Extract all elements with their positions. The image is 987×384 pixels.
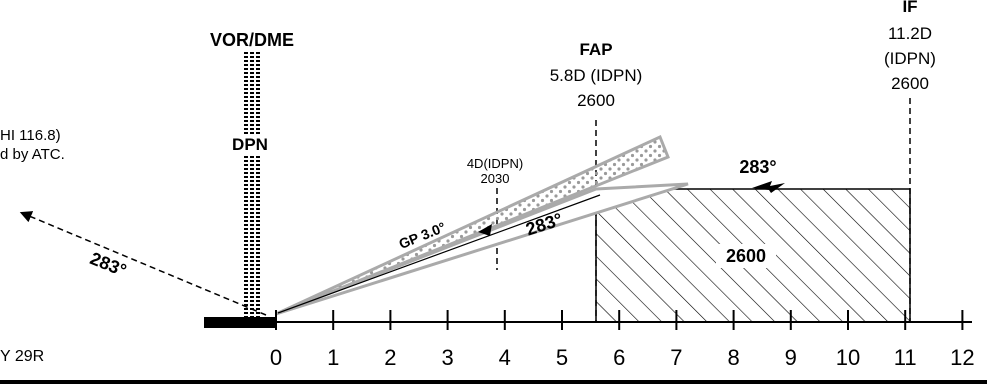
vor-ident-background bbox=[222, 134, 278, 154]
missed-approach-path bbox=[19, 211, 267, 316]
hold-altitude-label: 2600 bbox=[726, 246, 766, 266]
scale-label-5: 5 bbox=[556, 345, 568, 370]
stepdown-distance: 4D(IDPN) bbox=[467, 156, 523, 171]
runway-bar bbox=[204, 317, 276, 328]
missed-course-label: 283° bbox=[87, 248, 129, 280]
scale-label-10: 10 bbox=[836, 345, 860, 370]
distance-scale bbox=[275, 310, 964, 330]
scale-label-9: 9 bbox=[785, 345, 797, 370]
hold-alt-background bbox=[716, 244, 776, 268]
if-altitude: 2600 bbox=[891, 74, 929, 93]
scale-label-1: 1 bbox=[327, 345, 339, 370]
scale-label-4: 4 bbox=[499, 345, 511, 370]
final-approach-wedge bbox=[275, 182, 689, 316]
scale-label-7: 7 bbox=[670, 345, 682, 370]
if-title-label: IF bbox=[902, 0, 917, 16]
fap-distance: 5.8D (IDPN) bbox=[550, 66, 643, 85]
scale-label-0: 0 bbox=[270, 345, 282, 370]
if-reference: (IDPN) bbox=[884, 49, 936, 68]
glidepath-line bbox=[277, 194, 601, 314]
intermediate-course-arrow bbox=[752, 181, 785, 193]
scale-label-11: 11 bbox=[894, 345, 917, 370]
scale-label-3: 3 bbox=[441, 345, 453, 370]
scale-label-8: 8 bbox=[727, 345, 739, 370]
stepdown-altitude: 2030 bbox=[481, 171, 510, 186]
glidepath-arrow-icon bbox=[478, 224, 492, 236]
distance-scale-labels: 0 1 2 3 4 5 6 7 8 9 10 11 12 bbox=[270, 345, 975, 370]
intermediate-course-label: 283° bbox=[739, 157, 776, 177]
missed-note-line1: HI 116.8) bbox=[0, 127, 61, 144]
runway-label: Y 29R bbox=[0, 348, 44, 365]
scale-label-2: 2 bbox=[384, 345, 396, 370]
vor-dme-antenna bbox=[244, 50, 260, 322]
vor-dme-label: VOR/DME bbox=[210, 30, 294, 50]
glidepath-wedge bbox=[275, 134, 670, 316]
vor-ident-label: DPN bbox=[232, 135, 268, 154]
missed-note-line2: d by ATC. bbox=[0, 146, 65, 163]
if-distance: 11.2D bbox=[888, 24, 932, 43]
fap-label: FAP bbox=[579, 40, 612, 59]
scale-label-12: 12 bbox=[950, 345, 974, 370]
fap-altitude: 2600 bbox=[577, 91, 615, 110]
scale-label-6: 6 bbox=[613, 345, 625, 370]
